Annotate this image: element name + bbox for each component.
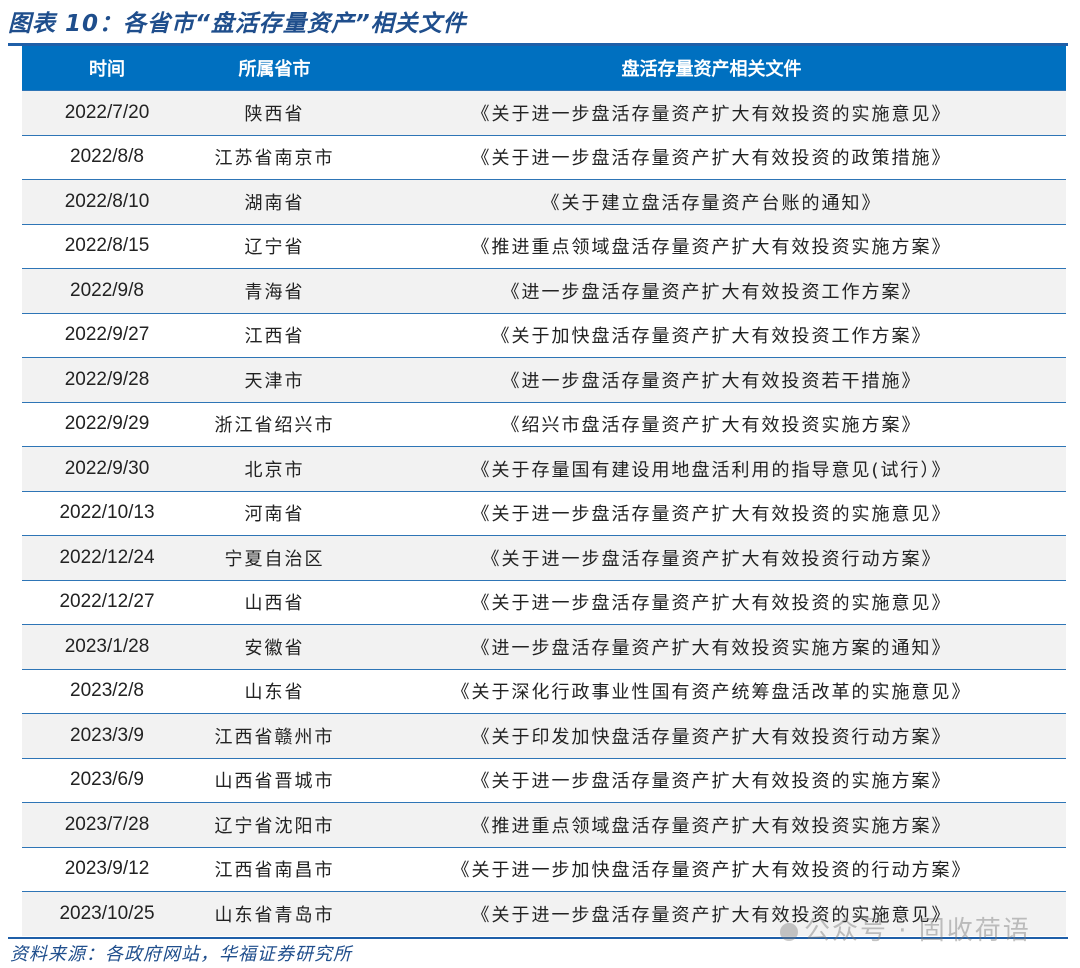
table-row: 2023/7/28 辽宁省沈阳市 《推进重点领域盘活存量资产扩大有效投资实施方案》	[22, 802, 1066, 847]
wechat-icon	[780, 922, 798, 941]
cell-document: 《关于进一步盘活存量资产扩大有效投资的实施方案》	[357, 757, 1066, 803]
cell-document: 《关于进一步加快盘活存量资产扩大有效投资的行动方案》	[357, 846, 1066, 892]
cell-province: 宁夏自治区	[192, 535, 357, 580]
table-row: 2023/10/25 山东省青岛市 《关于进一步盘活存量资产扩大有效投资的实施意见》	[22, 891, 1066, 936]
cell-document: 《关于进一步盘活存量资产扩大有效投资行动方案》	[357, 535, 1066, 580]
cell-province: 江苏省南京市	[192, 134, 357, 180]
cell-document: 《关于进一步盘活存量资产扩大有效投资的实施意见》	[357, 90, 1066, 135]
table-row: 2022/8/10 湖南省 《关于建立盘活存量资产台账的通知》	[22, 179, 1066, 224]
header-document: 盘活存量资产相关文件	[357, 46, 1066, 91]
header-date: 时间	[22, 46, 192, 91]
table-row: 2023/6/9 山西省晋城市 《关于进一步盘活存量资产扩大有效投资的实施方案》	[22, 757, 1066, 803]
cell-date: 2023/9/12	[22, 846, 192, 892]
cell-document: 《关于建立盘活存量资产台账的通知》	[357, 179, 1066, 224]
table-row: 2022/9/29 浙江省绍兴市 《绍兴市盘活存量资产扩大有效投资实施方案》	[22, 401, 1066, 447]
cell-date: 2022/8/8	[22, 134, 192, 180]
cell-province: 陕西省	[192, 90, 357, 135]
table-row: 2022/9/8 青海省 《进一步盘活存量资产扩大有效投资工作方案》	[22, 268, 1066, 313]
table-row: 2022/7/20 陕西省 《关于进一步盘活存量资产扩大有效投资的实施意见》	[22, 90, 1066, 135]
cell-province: 山西省晋城市	[192, 757, 357, 803]
table-row: 2022/12/27 山西省 《关于进一步盘活存量资产扩大有效投资的实施意见》	[22, 579, 1066, 625]
cell-date: 2023/1/28	[22, 624, 192, 669]
cell-province: 湖南省	[192, 179, 357, 224]
cell-date: 2023/7/28	[22, 802, 192, 847]
table-row: 2023/1/28 安徽省 《进一步盘活存量资产扩大有效投资实施方案的通知》	[22, 624, 1066, 669]
table-row: 2022/8/8 江苏省南京市 《关于进一步盘活存量资产扩大有效投资的政策措施》	[22, 134, 1066, 180]
cell-date: 2022/12/27	[22, 579, 192, 625]
cell-date: 2022/8/10	[22, 179, 192, 224]
cell-province: 江西省赣州市	[192, 713, 357, 758]
cell-province: 河南省	[192, 490, 357, 536]
cell-document: 《关于进一步盘活存量资产扩大有效投资的实施意见》	[357, 579, 1066, 625]
cell-date: 2022/12/24	[22, 535, 192, 580]
table-row: 2023/3/9 江西省赣州市 《关于印发加快盘活存量资产扩大有效投资行动方案》	[22, 713, 1066, 758]
cell-document: 《关于进一步盘活存量资产扩大有效投资的实施意见》	[357, 490, 1066, 536]
table-row: 2022/12/24 宁夏自治区 《关于进一步盘活存量资产扩大有效投资行动方案》	[22, 535, 1066, 580]
cell-document: 《推进重点领域盘活存量资产扩大有效投资实施方案》	[357, 802, 1066, 847]
cell-province: 浙江省绍兴市	[192, 401, 357, 447]
table-row: 2022/9/28 天津市 《进一步盘活存量资产扩大有效投资若干措施》	[22, 357, 1066, 402]
cell-date: 2022/9/8	[22, 268, 192, 313]
cell-date: 2022/7/20	[22, 90, 192, 135]
documents-table: 时间 所属省市 盘活存量资产相关文件 2022/7/20 陕西省 《关于进一步盘活存…	[22, 46, 1066, 936]
cell-document: 《绍兴市盘活存量资产扩大有效投资实施方案》	[357, 401, 1066, 447]
cell-province: 山东省	[192, 668, 357, 714]
cell-date: 2023/6/9	[22, 757, 192, 803]
cell-document: 《关于加快盘活存量资产扩大有效投资工作方案》	[357, 312, 1066, 358]
table-row: 2022/10/13 河南省 《关于进一步盘活存量资产扩大有效投资的实施意见》	[22, 490, 1066, 536]
cell-province: 江西省	[192, 312, 357, 358]
cell-province: 安徽省	[192, 624, 357, 669]
source-note: 资料来源：各政府网站，华福证券研究所	[10, 944, 352, 965]
cell-province: 青海省	[192, 268, 357, 313]
cell-document: 《关于印发加快盘活存量资产扩大有效投资行动方案》	[357, 713, 1066, 758]
watermark: 公众号 · 固收荷语	[780, 910, 1031, 947]
cell-date: 2023/10/25	[22, 891, 192, 936]
cell-date: 2023/3/9	[22, 713, 192, 758]
table-bottom-divider	[8, 937, 1068, 939]
table-row: 2022/9/27 江西省 《关于加快盘活存量资产扩大有效投资工作方案》	[22, 312, 1066, 358]
cell-date: 2022/9/28	[22, 357, 192, 402]
cell-province: 辽宁省	[192, 223, 357, 269]
cell-date: 2022/9/27	[22, 312, 192, 358]
cell-province: 北京市	[192, 446, 357, 491]
table-row: 2022/9/30 北京市 《关于存量国有建设用地盘活利用的指导意见(试行）》	[22, 446, 1066, 491]
cell-document: 《关于进一步盘活存量资产扩大有效投资的政策措施》	[357, 134, 1066, 180]
cell-document: 《关于进一步盘活存量资产扩大有效投资的实施意见》	[357, 891, 1066, 936]
header-province: 所属省市	[192, 46, 357, 91]
cell-document: 《关于存量国有建设用地盘活利用的指导意见(试行）》	[357, 446, 1066, 491]
cell-date: 2022/9/29	[22, 401, 192, 447]
table-row: 2023/2/8 山东省 《关于深化行政事业性国有资产统筹盘活改革的实施意见》	[22, 668, 1066, 714]
table-header-row: 时间 所属省市 盘活存量资产相关文件	[22, 46, 1066, 91]
cell-date: 2023/2/8	[22, 668, 192, 714]
table-row: 2022/8/15 辽宁省 《推进重点领域盘活存量资产扩大有效投资实施方案》	[22, 223, 1066, 269]
cell-document: 《推进重点领域盘活存量资产扩大有效投资实施方案》	[357, 223, 1066, 269]
cell-date: 2022/10/13	[22, 490, 192, 536]
cell-date: 2022/9/30	[22, 446, 192, 491]
cell-province: 辽宁省沈阳市	[192, 802, 357, 847]
cell-province: 山西省	[192, 579, 357, 625]
cell-date: 2022/8/15	[22, 223, 192, 269]
title-divider	[8, 43, 1068, 46]
cell-document: 《进一步盘活存量资产扩大有效投资工作方案》	[357, 268, 1066, 313]
cell-document: 《进一步盘活存量资产扩大有效投资实施方案的通知》	[357, 624, 1066, 669]
watermark-text: 公众号 · 固收荷语	[804, 916, 1031, 946]
cell-province: 江西省南昌市	[192, 846, 357, 892]
cell-document: 《进一步盘活存量资产扩大有效投资若干措施》	[357, 357, 1066, 402]
cell-document: 《关于深化行政事业性国有资产统筹盘活改革的实施意见》	[357, 668, 1066, 714]
cell-province: 山东省青岛市	[192, 891, 357, 936]
figure-title: 图表 10：各省市“盘活存量资产”相关文件	[8, 11, 467, 37]
cell-province: 天津市	[192, 357, 357, 402]
table-row: 2023/9/12 江西省南昌市 《关于进一步加快盘活存量资产扩大有效投资的行动方案…	[22, 846, 1066, 892]
